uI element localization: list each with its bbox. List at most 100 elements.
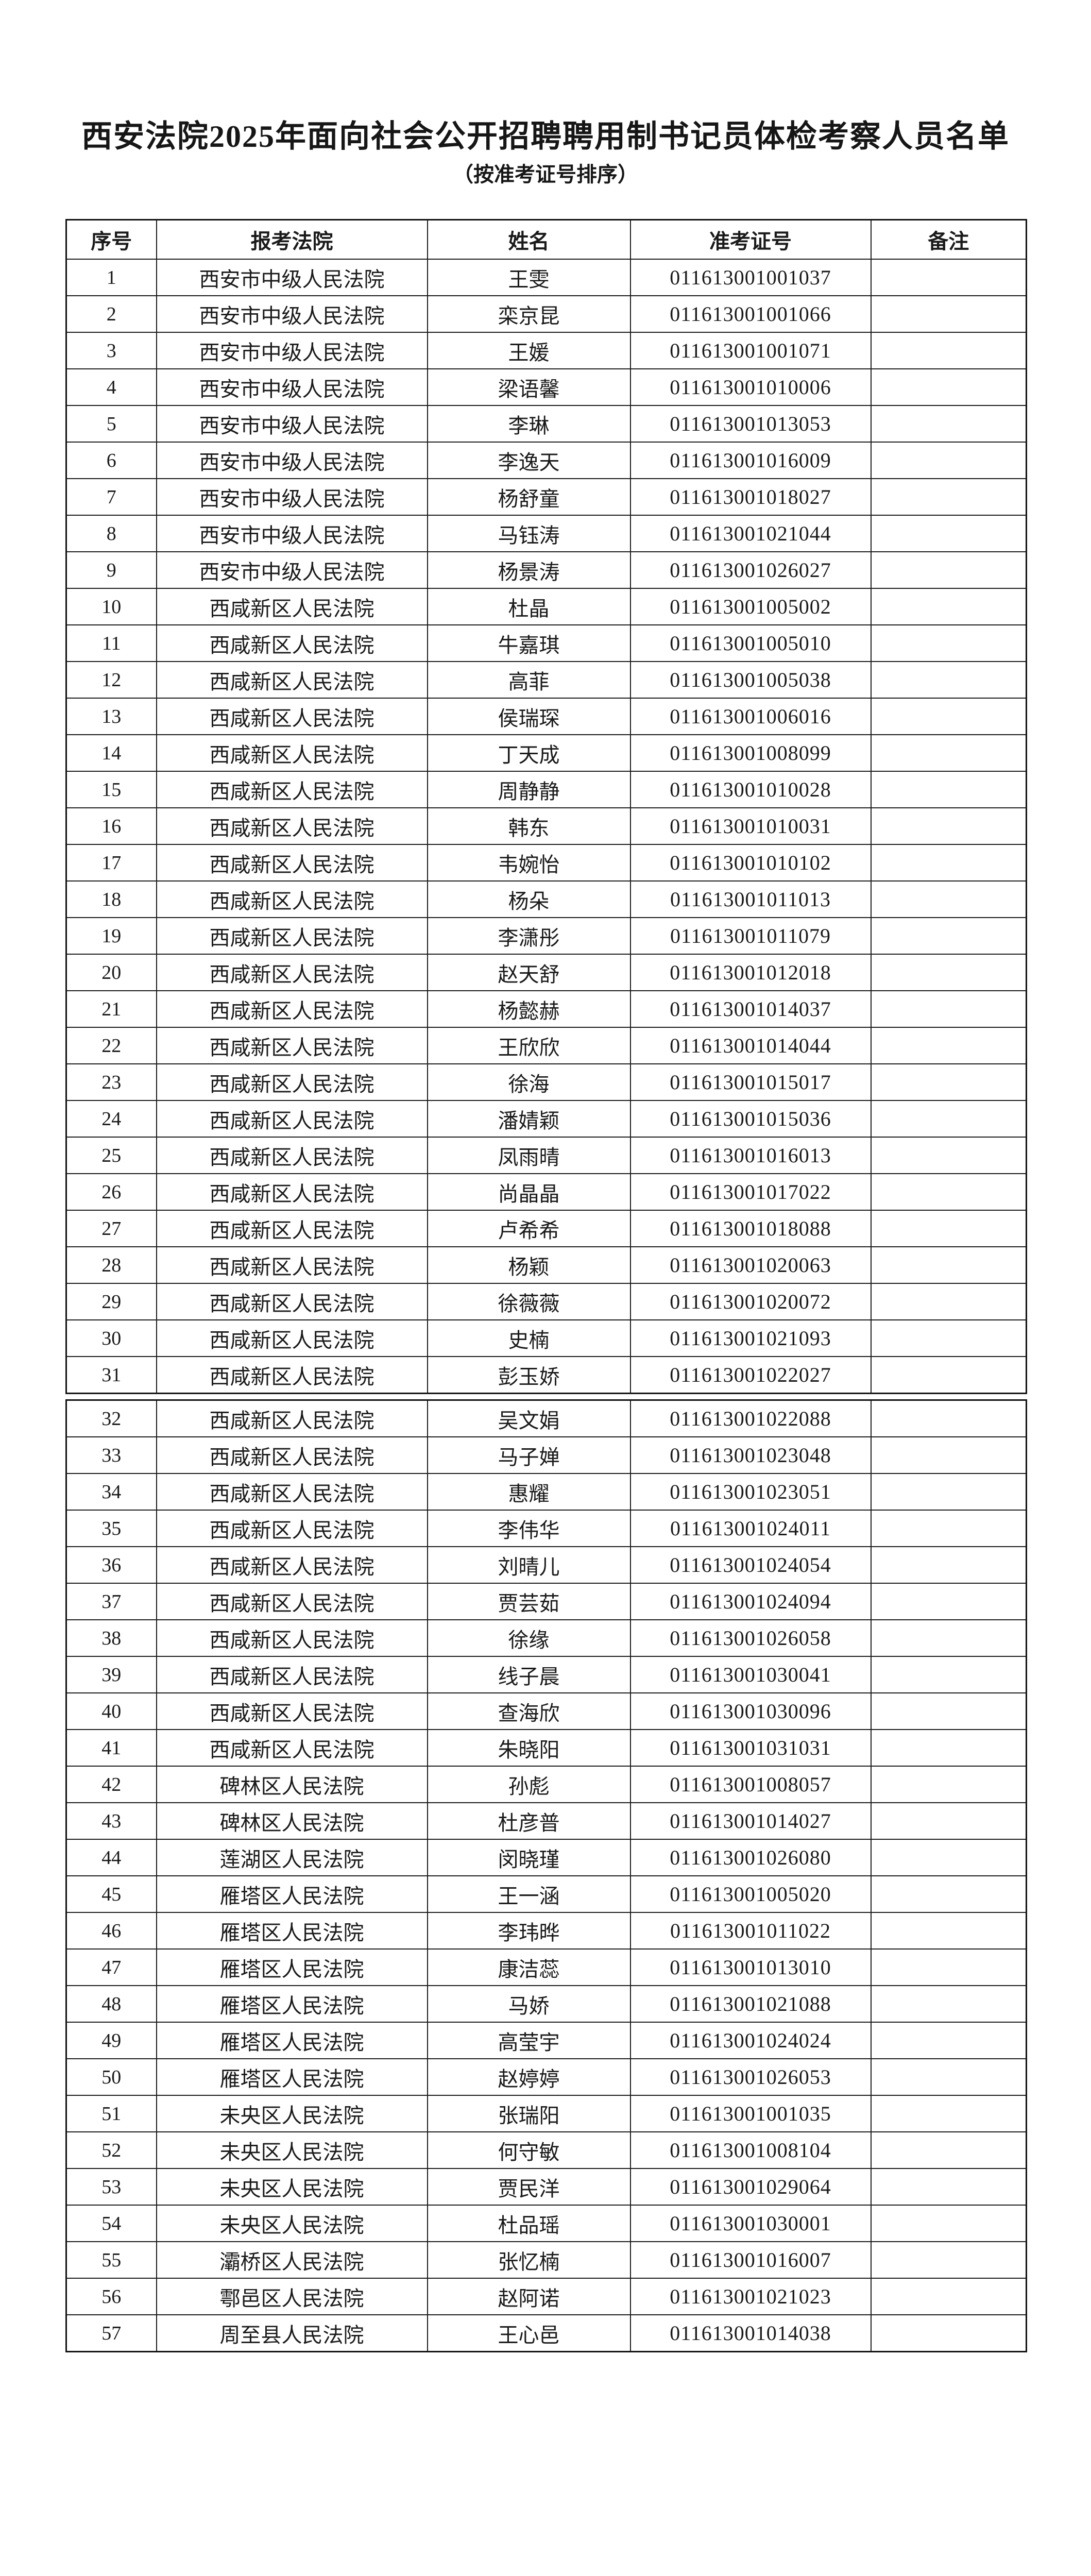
remark-cell [870, 1027, 1027, 1064]
name-cell: 王一涵 [427, 1875, 631, 1913]
court-cell: 碑林区人民法院 [156, 1766, 428, 1803]
name-cell: 赵天舒 [427, 954, 631, 991]
remark-cell [870, 1510, 1027, 1547]
court-cell: 雁塔区人民法院 [156, 1912, 428, 1950]
index-cell: 9 [65, 551, 157, 589]
name-cell: 徐薇薇 [427, 1283, 631, 1320]
remark-cell [870, 332, 1027, 369]
court-cell: 西咸新区人民法院 [156, 880, 428, 918]
table-row: 9 西安市中级人民法院 杨景涛 011613001026027 [65, 551, 1027, 589]
court-cell: 西咸新区人民法院 [156, 1692, 428, 1730]
name-cell: 李逸天 [427, 442, 631, 479]
court-cell: 西咸新区人民法院 [156, 1583, 428, 1620]
table-row: 39 西咸新区人民法院 线子晨 011613001030041 [65, 1656, 1027, 1693]
table-row: 1 西安市中级人民法院 王雯 011613001001037 [65, 259, 1027, 296]
name-cell: 马娇 [427, 1985, 631, 2023]
court-cell: 西咸新区人民法院 [156, 1546, 428, 1584]
court-cell: 未央区人民法院 [156, 2205, 428, 2242]
table-row: 12 西咸新区人民法院 高菲 011613001005038 [65, 661, 1027, 699]
table-row: 54 未央区人民法院 杜品瑶 011613001030001 [65, 2205, 1027, 2242]
ticket-cell: 011613001011013 [629, 880, 872, 918]
header-ticket: 准考证号 [629, 219, 872, 260]
name-cell: 周静静 [427, 771, 631, 808]
remark-cell [870, 698, 1027, 735]
index-cell: 55 [65, 2241, 157, 2279]
ticket-cell: 011613001026053 [629, 2058, 872, 2096]
remark-cell [870, 1692, 1027, 1730]
remark-cell [870, 1319, 1027, 1357]
court-cell: 雁塔区人民法院 [156, 1985, 428, 2023]
remark-cell [870, 880, 1027, 918]
name-cell: 杨景涛 [427, 551, 631, 589]
table-row: 3 西安市中级人民法院 王媛 011613001001071 [65, 332, 1027, 369]
name-cell: 卢希希 [427, 1210, 631, 1247]
name-cell: 杜彦普 [427, 1802, 631, 1840]
remark-cell [870, 771, 1027, 808]
ticket-cell: 011613001001071 [629, 332, 872, 369]
remark-cell [870, 1473, 1027, 1511]
table-row: 33 西咸新区人民法院 马子婵 011613001023048 [65, 1436, 1027, 1474]
ticket-cell: 011613001030041 [629, 1656, 872, 1693]
index-cell: 22 [65, 1027, 157, 1064]
name-cell: 王欣欣 [427, 1027, 631, 1064]
remark-cell [870, 1399, 1027, 1437]
index-cell: 30 [65, 1319, 157, 1357]
name-cell: 徐缘 [427, 1619, 631, 1657]
table-body-page-1: 1 西安市中级人民法院 王雯 011613001001037 2 西安市中级人民法院 栾京昆… [65, 259, 1027, 1394]
table-row: 42 碑林区人民法院 孙彪 011613001008057 [65, 1766, 1027, 1803]
table-header-row: 序号 报考法院 姓名 准考证号 备注 [65, 219, 1027, 260]
court-cell: 西咸新区人民法院 [156, 1319, 428, 1357]
table-row: 27 西咸新区人民法院 卢希希 011613001018088 [65, 1210, 1027, 1247]
table-row: 2 西安市中级人民法院 栾京昆 011613001001066 [65, 295, 1027, 333]
remark-cell [870, 1729, 1027, 1767]
index-cell: 48 [65, 1985, 157, 2023]
name-cell: 牛嘉琪 [427, 624, 631, 662]
remark-cell [870, 2314, 1027, 2352]
page-subtitle: （按准考证号排序） [453, 163, 638, 186]
table-row: 32 西咸新区人民法院 吴文娟 011613001022088 [65, 1399, 1027, 1437]
name-cell: 杨懿赫 [427, 990, 631, 1028]
court-cell: 西咸新区人民法院 [156, 1210, 428, 1247]
index-cell: 1 [65, 259, 157, 296]
court-cell: 雁塔区人民法院 [156, 2058, 428, 2096]
remark-cell [870, 990, 1027, 1028]
name-cell: 刘晴儿 [427, 1546, 631, 1584]
name-cell: 侯瑞琛 [427, 698, 631, 735]
index-cell: 41 [65, 1729, 157, 1767]
ticket-cell: 011613001008057 [629, 1766, 872, 1803]
name-cell: 高菲 [427, 661, 631, 699]
court-cell: 西咸新区人民法院 [156, 1283, 428, 1320]
court-cell: 西安市中级人民法院 [156, 442, 428, 479]
court-cell: 西安市中级人民法院 [156, 295, 428, 333]
index-cell: 44 [65, 1839, 157, 1876]
index-cell: 33 [65, 1436, 157, 1474]
remark-cell [870, 1546, 1027, 1584]
court-cell: 西咸新区人民法院 [156, 807, 428, 845]
court-cell: 周至县人民法院 [156, 2314, 428, 2352]
index-cell: 43 [65, 1802, 157, 1840]
remark-cell [870, 1875, 1027, 1913]
court-cell: 雁塔区人民法院 [156, 1948, 428, 1986]
table-row: 19 西咸新区人民法院 李潇彤 011613001011079 [65, 917, 1027, 955]
table-row: 44 莲湖区人民法院 闵晓瑾 011613001026080 [65, 1839, 1027, 1876]
name-cell: 线子晨 [427, 1656, 631, 1693]
name-cell: 彭玉娇 [427, 1356, 631, 1394]
table-row: 24 西咸新区人民法院 潘婧颖 011613001015036 [65, 1100, 1027, 1138]
table-row: 15 西咸新区人民法院 周静静 011613001010028 [65, 771, 1027, 808]
remark-cell [870, 661, 1027, 699]
table-row: 21 西咸新区人民法院 杨懿赫 011613001014037 [65, 990, 1027, 1028]
index-cell: 15 [65, 771, 157, 808]
name-cell: 贾民洋 [427, 2168, 631, 2206]
index-cell: 52 [65, 2131, 157, 2169]
name-cell: 潘婧颖 [427, 1100, 631, 1138]
court-cell: 未央区人民法院 [156, 2131, 428, 2169]
ticket-cell: 011613001010006 [629, 368, 872, 406]
remark-cell [870, 734, 1027, 772]
ticket-cell: 011613001024011 [629, 1510, 872, 1547]
index-cell: 54 [65, 2205, 157, 2242]
remark-cell [870, 1283, 1027, 1320]
remark-cell [870, 1985, 1027, 2023]
ticket-cell: 011613001024024 [629, 2022, 872, 2059]
table-row: 40 西咸新区人民法院 查海欣 011613001030096 [65, 1692, 1027, 1730]
